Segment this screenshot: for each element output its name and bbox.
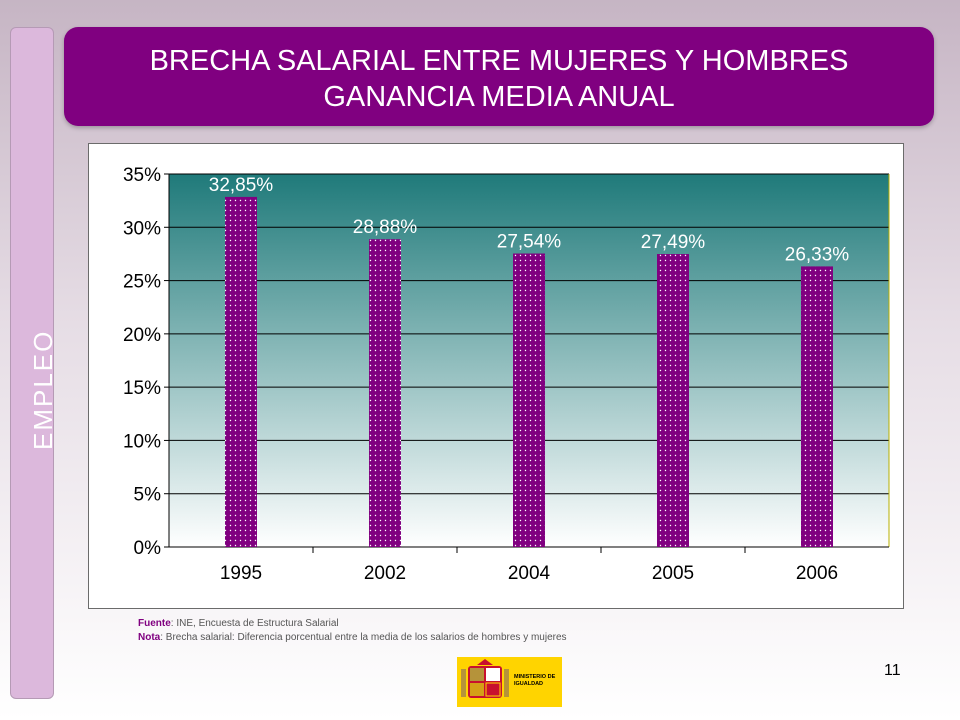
- bar-chart: 0% 5% 10% 15% 20% 25% 30% 35% 32,85% 1995 28,88% 20…: [123, 165, 890, 584]
- y-tick-label: 35%: [123, 165, 161, 186]
- data-label: 26,33%: [785, 244, 850, 265]
- bar: [801, 266, 833, 547]
- x-tick-label: 2005: [652, 563, 694, 584]
- source-note: Fuente: INE, Encuesta de Estructura Sala…: [138, 617, 567, 631]
- x-tick-label: 1995: [220, 563, 262, 584]
- side-band: EMPLEO: [10, 27, 58, 699]
- bar: [369, 239, 401, 547]
- y-tick-label: 30%: [123, 218, 161, 239]
- page-number: 11: [884, 662, 901, 679]
- y-tick-label: 15%: [123, 378, 161, 399]
- source-label: Fuente: [138, 618, 171, 629]
- title-banner: BRECHA SALARIAL ENTRE MUJERES Y HOMBRES …: [64, 27, 934, 126]
- x-tick-label: 2006: [796, 563, 838, 584]
- x-tick-label: 2002: [364, 563, 406, 584]
- ministry-logo: MINISTERIO DE IGUALDAD: [457, 657, 562, 707]
- data-label: 28,88%: [353, 217, 418, 238]
- note-text: : Brecha salarial: Diferencia porcentual…: [160, 632, 567, 643]
- note-label: Nota: [138, 632, 161, 643]
- y-tick-label: 25%: [123, 272, 161, 293]
- spain-coat-of-arms-icon: [461, 659, 509, 698]
- data-label: 27,54%: [497, 232, 562, 253]
- page-subtitle: GANANCIA MEDIA ANUAL: [323, 81, 675, 113]
- chart-notes: Fuente: INE, Encuesta de Estructura Sala…: [138, 617, 567, 645]
- x-tick-label: 2004: [508, 563, 551, 584]
- logo-text: MINISTERIO DE IGUALDAD: [514, 674, 556, 687]
- data-label: 32,85%: [209, 175, 274, 196]
- y-tick-label: 10%: [123, 431, 161, 452]
- definition-note: Nota: Brecha salarial: Diferencia porcen…: [138, 631, 567, 645]
- y-tick-label: 20%: [123, 325, 161, 346]
- bar: [513, 253, 545, 547]
- source-text: : INE, Encuesta de Estructura Salarial: [170, 618, 339, 629]
- bar: [657, 254, 689, 547]
- page-title: BRECHA SALARIAL ENTRE MUJERES Y HOMBRES: [149, 45, 849, 77]
- chart-frame: 0% 5% 10% 15% 20% 25% 30% 35% 32,85% 1995 28,88% 20…: [88, 143, 904, 609]
- y-tick-label: 0%: [134, 538, 162, 559]
- y-tick-label: 5%: [134, 485, 162, 506]
- data-label: 27,49%: [641, 232, 706, 253]
- section-label: EMPLEO: [28, 329, 58, 450]
- bar: [225, 196, 257, 548]
